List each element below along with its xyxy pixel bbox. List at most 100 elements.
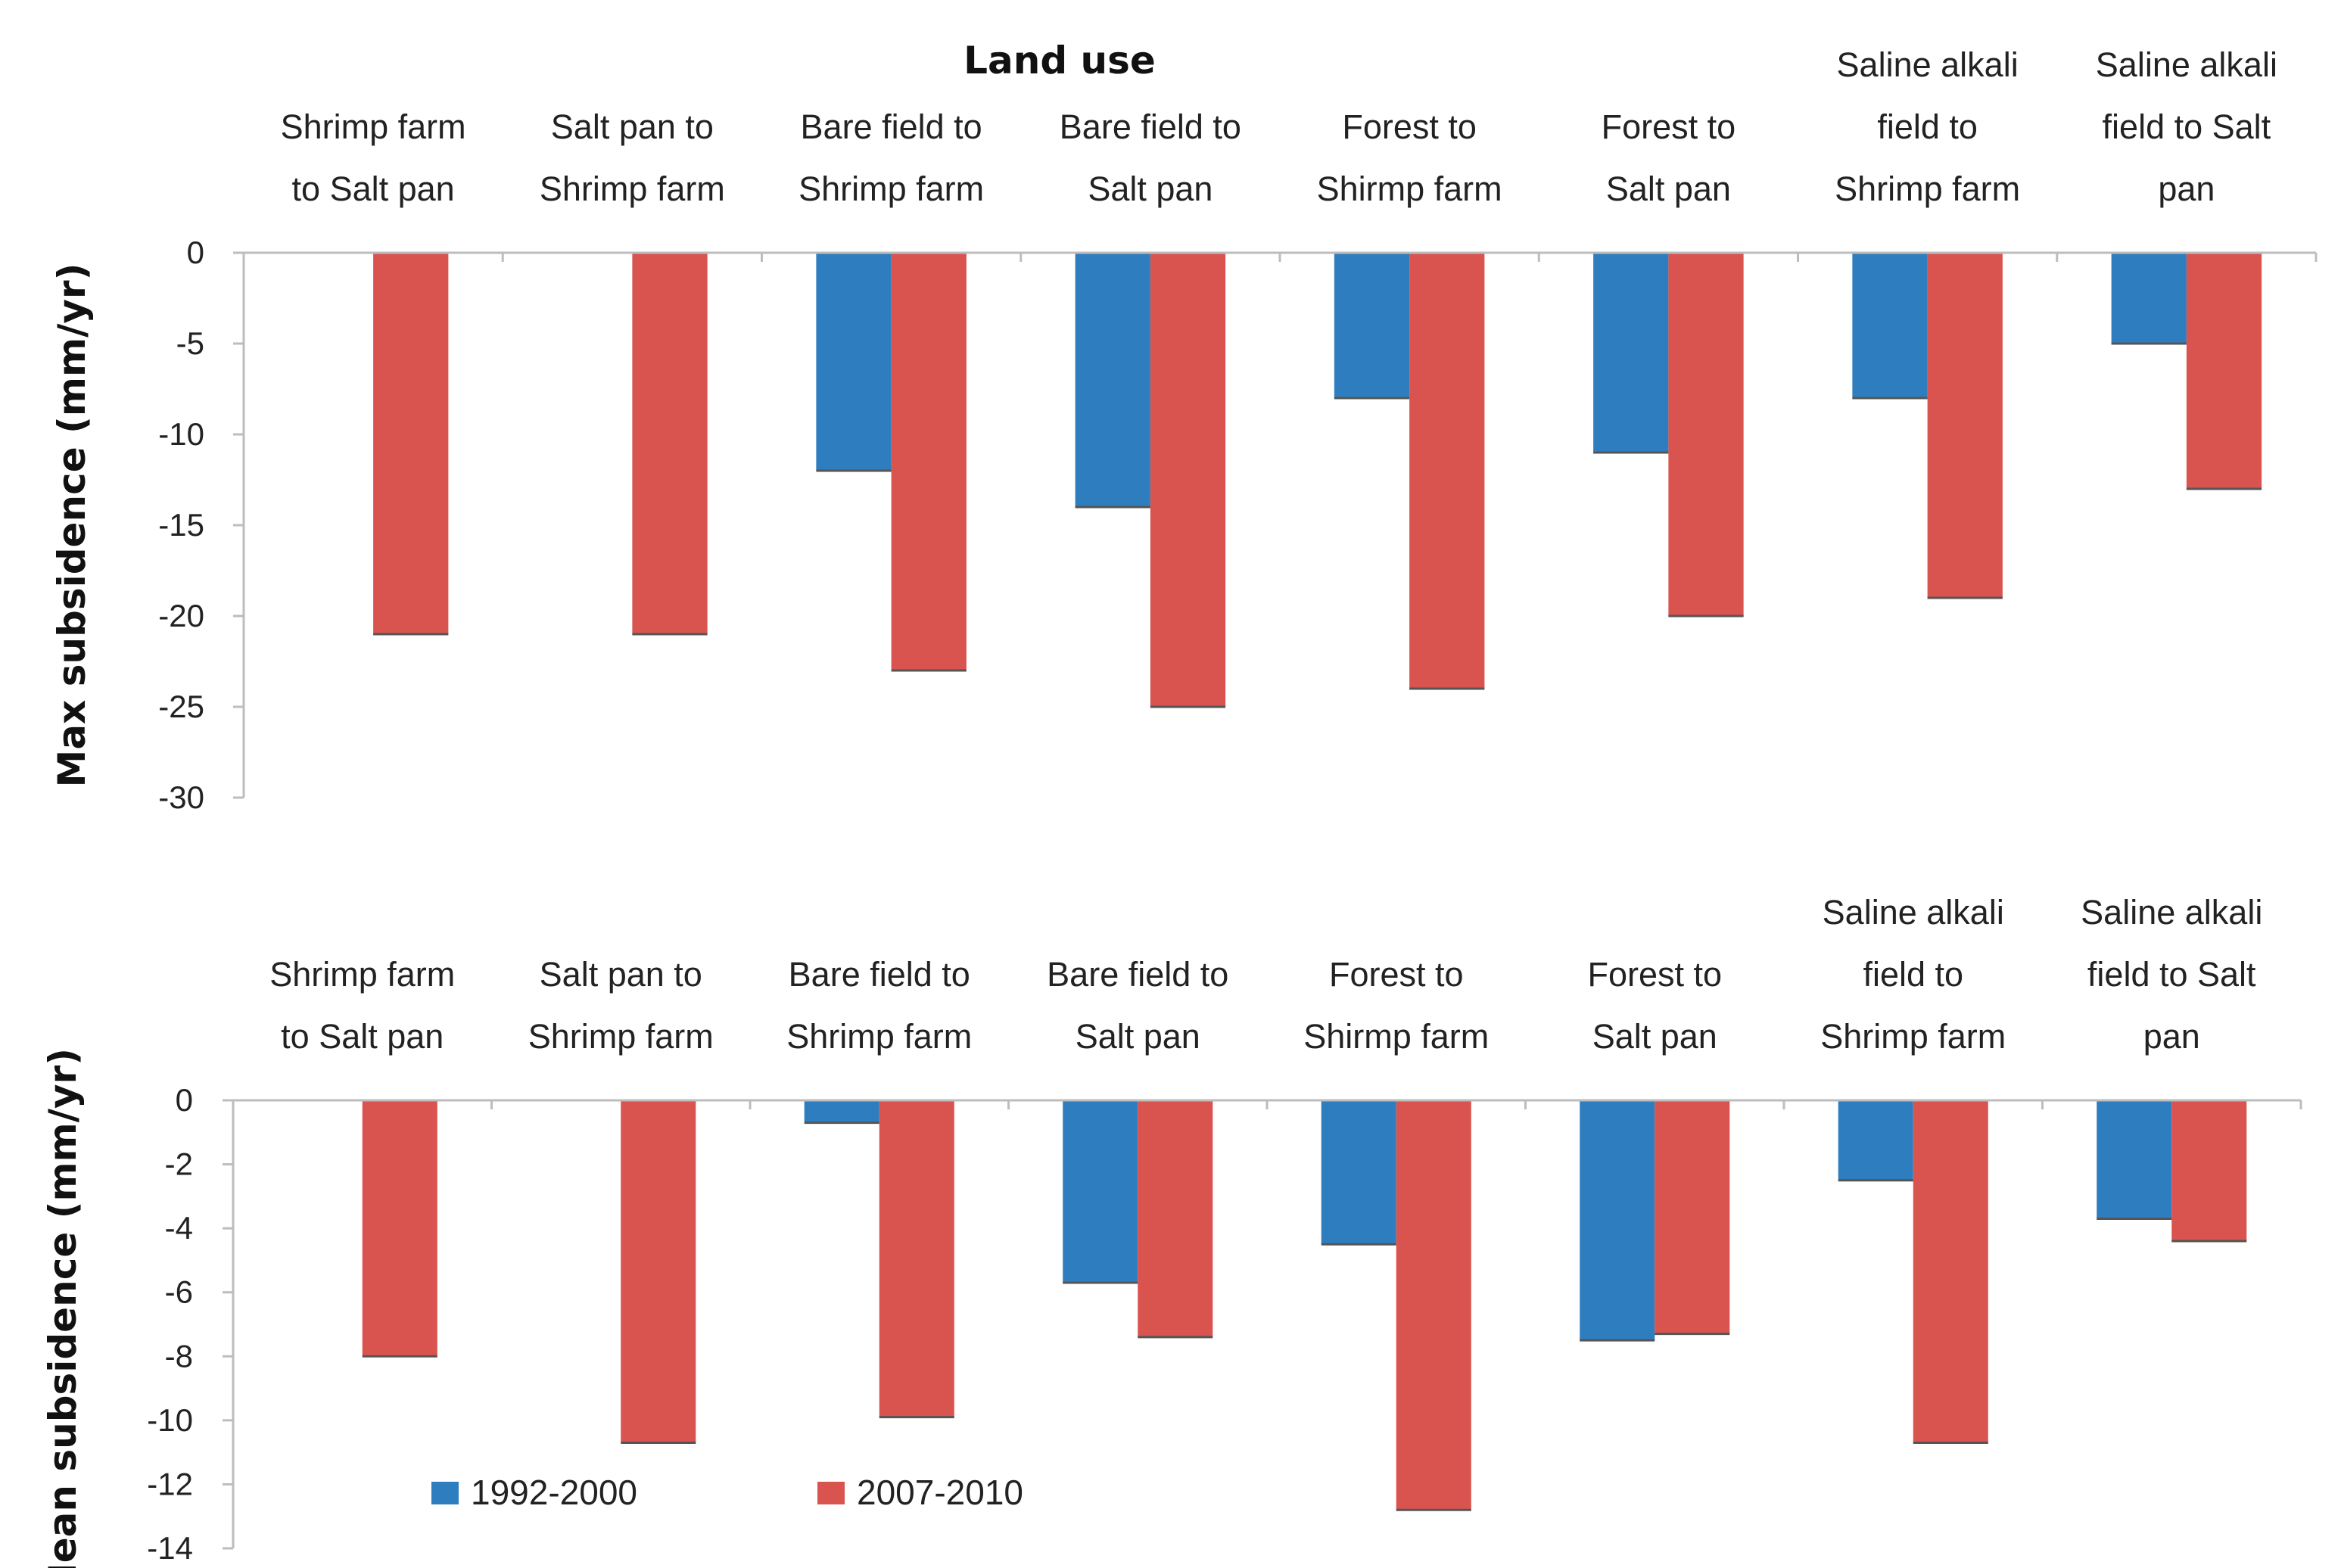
bar-1992-2000-6 bbox=[1852, 253, 1928, 398]
chart-title: Land use bbox=[963, 39, 1156, 82]
y-tick-label: -8 bbox=[165, 1338, 193, 1374]
bar-1992-2000-2 bbox=[804, 1100, 879, 1123]
bar-2007-2010-2 bbox=[891, 253, 967, 670]
category-label-line: Shrimp farm bbox=[786, 1017, 972, 1056]
category-label-line: Shrimp farm bbox=[528, 1017, 714, 1056]
category-label-line: pan bbox=[2158, 170, 2215, 208]
category-label-line: field to bbox=[1863, 955, 1963, 994]
category-label-line: Saline alkali bbox=[1823, 893, 2004, 932]
bar-1992-2000-4 bbox=[1334, 253, 1410, 398]
category-label-line: Salt pan to bbox=[540, 955, 702, 994]
y-tick-label: 0 bbox=[176, 1082, 193, 1118]
y-axis-label: Max subsidence (mm/yr) bbox=[50, 263, 94, 788]
bar-1992-2000-4 bbox=[1321, 1100, 1396, 1245]
category-label-line: Salt pan bbox=[1592, 1017, 1717, 1056]
max-subsidence-chart: Max subsidence (mm/yr) 0 -5 -10 -15 -20 -25 -30… bbox=[50, 45, 2318, 815]
y-tick-label: -25 bbox=[158, 689, 204, 724]
y-tick-label: -6 bbox=[165, 1274, 193, 1310]
bar-2007-2010-3 bbox=[1150, 253, 1226, 707]
y-tick-label: -10 bbox=[147, 1402, 193, 1438]
category-label: Forest to Salt pan bbox=[1602, 107, 1736, 208]
y-tick-label: -15 bbox=[158, 507, 204, 543]
y-tick-label: -10 bbox=[158, 416, 204, 452]
bar-1992-2000-2 bbox=[816, 253, 892, 471]
category-label-line: Salt pan bbox=[1606, 170, 1731, 208]
bar-2007-2010-7 bbox=[2186, 253, 2262, 489]
category-label: Forest to Shirmp farm bbox=[1317, 107, 1502, 208]
bar-2007-2010-6 bbox=[1927, 253, 2003, 598]
y-tick-label: -5 bbox=[176, 325, 204, 361]
category-label-line: Shirmp farm bbox=[1317, 170, 1502, 208]
category-label-line: Forest to bbox=[1329, 955, 1464, 994]
category-label-line: Saline alkali bbox=[2096, 45, 2277, 84]
y-tick-label: -2 bbox=[165, 1146, 193, 1182]
category-label-line: pan bbox=[2143, 1017, 2200, 1056]
bar-2007-2010-4 bbox=[1409, 253, 1485, 689]
bar-1992-2000-7 bbox=[2111, 253, 2187, 344]
y-tick-label: -30 bbox=[158, 779, 204, 815]
legend: 1992-2000 2007-2010 bbox=[431, 1473, 1023, 1512]
category-label-line: field to Salt bbox=[2103, 107, 2271, 146]
category-label-line: Saline alkali bbox=[1837, 45, 2019, 84]
bar-1992-2000-7 bbox=[2097, 1100, 2172, 1219]
bar-2007-2010-2 bbox=[879, 1100, 954, 1417]
category-label-line: Shrimp farm bbox=[1835, 170, 2020, 208]
category-label: Bare field to Salt pan bbox=[1060, 107, 1241, 208]
legend-swatch-2007-2010 bbox=[817, 1482, 845, 1504]
y-tick-label: -20 bbox=[158, 598, 204, 633]
category-label-line: Salt pan bbox=[1076, 1017, 1200, 1056]
category-label-line: Bare field to bbox=[789, 955, 970, 994]
bar-2007-2010-1 bbox=[632, 253, 708, 634]
category-label-line: Bare field to bbox=[1060, 107, 1241, 146]
bar-1992-2000-3 bbox=[1063, 1100, 1138, 1283]
bar-2007-2010-7 bbox=[2171, 1100, 2247, 1242]
bar-2007-2010-3 bbox=[1138, 1100, 1213, 1337]
category-label-line: Salt pan bbox=[1088, 170, 1213, 208]
y-axis-label: Mean subsidence (mm/yr) bbox=[41, 1048, 85, 1568]
category-label-line: Shrimp farm bbox=[269, 955, 455, 994]
legend-label-2007-2010: 2007-2010 bbox=[857, 1473, 1023, 1512]
category-label: Saline alkali field to Salt pan bbox=[2096, 45, 2277, 208]
category-label-line: Saline alkali bbox=[2081, 893, 2262, 932]
y-tick-label: 0 bbox=[187, 235, 204, 270]
category-label-line: Shrimp farm bbox=[281, 107, 466, 146]
bar-2007-2010-5 bbox=[1655, 1100, 1730, 1334]
category-label: Salt pan to Shrimp farm bbox=[528, 955, 714, 1056]
category-label: Forest to Salt pan bbox=[1587, 955, 1722, 1056]
bar-2007-2010-6 bbox=[1913, 1100, 1988, 1443]
category-label-line: Forest to bbox=[1587, 955, 1722, 994]
legend-label-1992-2000: 1992-2000 bbox=[471, 1473, 637, 1512]
category-label-line: Shrimp farm bbox=[798, 170, 984, 208]
category-label-line: Shirmp farm bbox=[1303, 1017, 1489, 1056]
category-label-line: Forest to bbox=[1602, 107, 1736, 146]
category-label: Saline alkali field to Salt pan bbox=[2081, 893, 2262, 1056]
bar-2007-2010-0 bbox=[362, 1100, 437, 1357]
category-label: Shrimp farm to Salt pan bbox=[281, 107, 466, 208]
category-label-line: field to Salt bbox=[2087, 955, 2256, 994]
bar-1992-2000-5 bbox=[1580, 1100, 1655, 1341]
category-label-line: Bare field to bbox=[801, 107, 982, 146]
category-label: Forest to Shirmp farm bbox=[1303, 955, 1489, 1056]
category-label: Saline alkali field to Shrimp farm bbox=[1835, 45, 2020, 208]
category-label: Salt pan to Shrimp farm bbox=[540, 107, 725, 208]
legend-swatch-1992-2000 bbox=[431, 1482, 459, 1504]
category-label-line: to Salt pan bbox=[281, 1017, 444, 1056]
category-label: Bare field to Shrimp farm bbox=[798, 107, 984, 208]
y-tick-label: -12 bbox=[147, 1466, 193, 1501]
category-label: Bare field to Salt pan bbox=[1047, 955, 1228, 1056]
category-label: Saline alkali field to Shrimp farm bbox=[1820, 893, 2006, 1056]
y-tick-label: -4 bbox=[165, 1210, 193, 1246]
bar-2007-2010-5 bbox=[1668, 253, 1744, 616]
bar-1992-2000-6 bbox=[1838, 1100, 1913, 1181]
category-label: Shrimp farm to Salt pan bbox=[269, 955, 455, 1056]
bar-2007-2010-0 bbox=[373, 253, 449, 634]
category-label-line: field to bbox=[1877, 107, 1978, 146]
category-label: Bare field to Shrimp farm bbox=[786, 955, 972, 1056]
category-label-line: Forest to bbox=[1342, 107, 1477, 146]
bar-2007-2010-4 bbox=[1396, 1100, 1471, 1510]
bar-1992-2000-3 bbox=[1075, 253, 1150, 507]
category-label-line: Salt pan to bbox=[551, 107, 714, 146]
bar-1992-2000-5 bbox=[1593, 253, 1669, 453]
category-label-line: to Salt pan bbox=[292, 170, 455, 208]
